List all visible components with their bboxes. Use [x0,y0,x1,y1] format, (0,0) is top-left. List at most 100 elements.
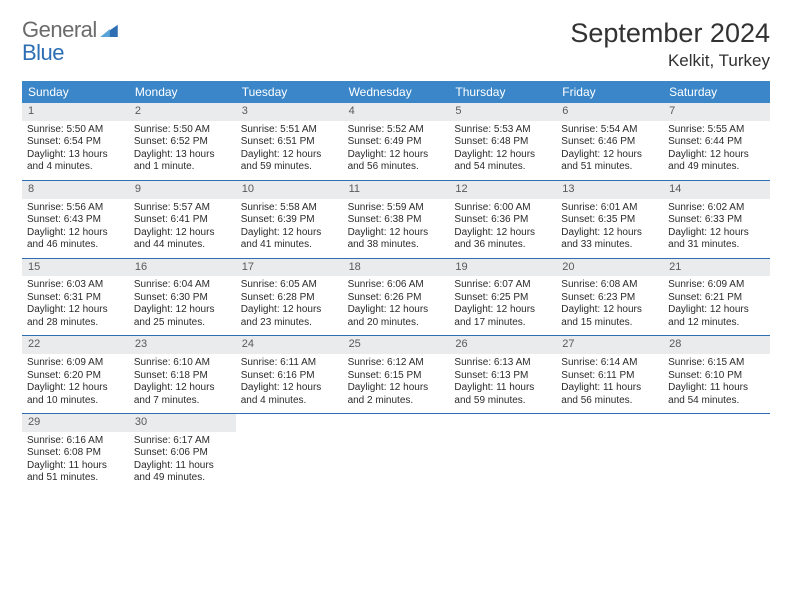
calendar-cell-empty [663,414,770,491]
calendar-cell: 11Sunrise: 5:59 AMSunset: 6:38 PMDayligh… [343,181,450,258]
day-number: 6 [556,103,663,121]
dow-tuesday: Tuesday [236,81,343,103]
sunset-text: Sunset: 6:54 PM [27,136,124,149]
sunset-text: Sunset: 6:15 PM [348,370,445,383]
day-number: 13 [556,181,663,199]
title-block: September 2024 Kelkit, Turkey [570,18,770,71]
sunrise-text: Sunrise: 5:50 AM [27,124,124,137]
calendar-week: 22Sunrise: 6:09 AMSunset: 6:20 PMDayligh… [22,336,770,414]
day-number: 18 [343,259,450,277]
day-body: Sunrise: 5:51 AMSunset: 6:51 PMDaylight:… [236,121,343,180]
sunrise-text: Sunrise: 5:53 AM [454,124,551,137]
daylight-text: Daylight: 12 hours and 41 minutes. [241,227,338,252]
day-body: Sunrise: 5:50 AMSunset: 6:54 PMDaylight:… [22,121,129,180]
sunrise-text: Sunrise: 6:14 AM [561,357,658,370]
dow-thursday: Thursday [449,81,556,103]
location-label: Kelkit, Turkey [570,51,770,71]
sunset-text: Sunset: 6:39 PM [241,214,338,227]
sunrise-text: Sunrise: 5:57 AM [134,202,231,215]
sunset-text: Sunset: 6:21 PM [668,292,765,305]
daylight-text: Daylight: 12 hours and 20 minutes. [348,304,445,329]
day-number: 26 [449,336,556,354]
daylight-text: Daylight: 12 hours and 38 minutes. [348,227,445,252]
sunrise-text: Sunrise: 6:06 AM [348,279,445,292]
calendar-week: 15Sunrise: 6:03 AMSunset: 6:31 PMDayligh… [22,259,770,337]
sunrise-text: Sunrise: 6:16 AM [27,435,124,448]
sunrise-text: Sunrise: 6:09 AM [668,279,765,292]
day-number: 25 [343,336,450,354]
calendar-cell: 29Sunrise: 6:16 AMSunset: 6:08 PMDayligh… [22,414,129,491]
daylight-text: Daylight: 12 hours and 17 minutes. [454,304,551,329]
calendar-cell: 25Sunrise: 6:12 AMSunset: 6:15 PMDayligh… [343,336,450,413]
day-body: Sunrise: 6:03 AMSunset: 6:31 PMDaylight:… [22,276,129,335]
sunrise-text: Sunrise: 6:15 AM [668,357,765,370]
day-body: Sunrise: 5:52 AMSunset: 6:49 PMDaylight:… [343,121,450,180]
calendar-cell-empty [449,414,556,491]
day-number: 16 [129,259,236,277]
calendar-cell: 23Sunrise: 6:10 AMSunset: 6:18 PMDayligh… [129,336,236,413]
day-number: 21 [663,259,770,277]
day-body: Sunrise: 5:50 AMSunset: 6:52 PMDaylight:… [129,121,236,180]
daylight-text: Daylight: 11 hours and 51 minutes. [27,460,124,485]
day-number: 15 [22,259,129,277]
day-body: Sunrise: 6:05 AMSunset: 6:28 PMDaylight:… [236,276,343,335]
sunrise-text: Sunrise: 6:09 AM [27,357,124,370]
calendar-cell: 21Sunrise: 6:09 AMSunset: 6:21 PMDayligh… [663,259,770,336]
daylight-text: Daylight: 12 hours and 15 minutes. [561,304,658,329]
day-body: Sunrise: 6:04 AMSunset: 6:30 PMDaylight:… [129,276,236,335]
sunset-text: Sunset: 6:16 PM [241,370,338,383]
day-body: Sunrise: 6:01 AMSunset: 6:35 PMDaylight:… [556,199,663,258]
day-number: 29 [22,414,129,432]
day-number: 14 [663,181,770,199]
day-number: 3 [236,103,343,121]
brand-logo: GeneralBlue [22,18,118,64]
day-body: Sunrise: 6:00 AMSunset: 6:36 PMDaylight:… [449,199,556,258]
sunset-text: Sunset: 6:43 PM [27,214,124,227]
day-number: 8 [22,181,129,199]
day-number: 30 [129,414,236,432]
calendar-cell: 6Sunrise: 5:54 AMSunset: 6:46 PMDaylight… [556,103,663,180]
day-number: 11 [343,181,450,199]
day-body: Sunrise: 6:07 AMSunset: 6:25 PMDaylight:… [449,276,556,335]
sunset-text: Sunset: 6:46 PM [561,136,658,149]
daylight-text: Daylight: 12 hours and 31 minutes. [668,227,765,252]
calendar-cell: 3Sunrise: 5:51 AMSunset: 6:51 PMDaylight… [236,103,343,180]
daylight-text: Daylight: 12 hours and 36 minutes. [454,227,551,252]
day-body: Sunrise: 5:59 AMSunset: 6:38 PMDaylight:… [343,199,450,258]
day-body: Sunrise: 6:10 AMSunset: 6:18 PMDaylight:… [129,354,236,413]
calendar-cell: 10Sunrise: 5:58 AMSunset: 6:39 PMDayligh… [236,181,343,258]
calendar-cell: 9Sunrise: 5:57 AMSunset: 6:41 PMDaylight… [129,181,236,258]
day-number: 12 [449,181,556,199]
day-number: 23 [129,336,236,354]
day-number: 17 [236,259,343,277]
day-body: Sunrise: 6:17 AMSunset: 6:06 PMDaylight:… [129,432,236,491]
day-body: Sunrise: 5:57 AMSunset: 6:41 PMDaylight:… [129,199,236,258]
sunrise-text: Sunrise: 5:51 AM [241,124,338,137]
daylight-text: Daylight: 11 hours and 56 minutes. [561,382,658,407]
sunrise-text: Sunrise: 5:52 AM [348,124,445,137]
calendar-grid: Sunday Monday Tuesday Wednesday Thursday… [22,81,770,491]
daylight-text: Daylight: 12 hours and 59 minutes. [241,149,338,174]
sunset-text: Sunset: 6:13 PM [454,370,551,383]
day-number: 1 [22,103,129,121]
day-number: 5 [449,103,556,121]
dow-friday: Friday [556,81,663,103]
calendar-cell: 19Sunrise: 6:07 AMSunset: 6:25 PMDayligh… [449,259,556,336]
brand-part2: Blue [22,40,64,65]
sunset-text: Sunset: 6:41 PM [134,214,231,227]
calendar-cell: 24Sunrise: 6:11 AMSunset: 6:16 PMDayligh… [236,336,343,413]
calendar-cell: 2Sunrise: 5:50 AMSunset: 6:52 PMDaylight… [129,103,236,180]
calendar-cell: 28Sunrise: 6:15 AMSunset: 6:10 PMDayligh… [663,336,770,413]
sunrise-text: Sunrise: 6:07 AM [454,279,551,292]
daylight-text: Daylight: 13 hours and 4 minutes. [27,149,124,174]
day-number: 2 [129,103,236,121]
day-body: Sunrise: 6:16 AMSunset: 6:08 PMDaylight:… [22,432,129,491]
day-body: Sunrise: 6:12 AMSunset: 6:15 PMDaylight:… [343,354,450,413]
sunset-text: Sunset: 6:36 PM [454,214,551,227]
daylight-text: Daylight: 13 hours and 1 minute. [134,149,231,174]
calendar-cell: 30Sunrise: 6:17 AMSunset: 6:06 PMDayligh… [129,414,236,491]
calendar-cell: 26Sunrise: 6:13 AMSunset: 6:13 PMDayligh… [449,336,556,413]
day-body: Sunrise: 6:15 AMSunset: 6:10 PMDaylight:… [663,354,770,413]
sunrise-text: Sunrise: 6:12 AM [348,357,445,370]
daylight-text: Daylight: 12 hours and 54 minutes. [454,149,551,174]
